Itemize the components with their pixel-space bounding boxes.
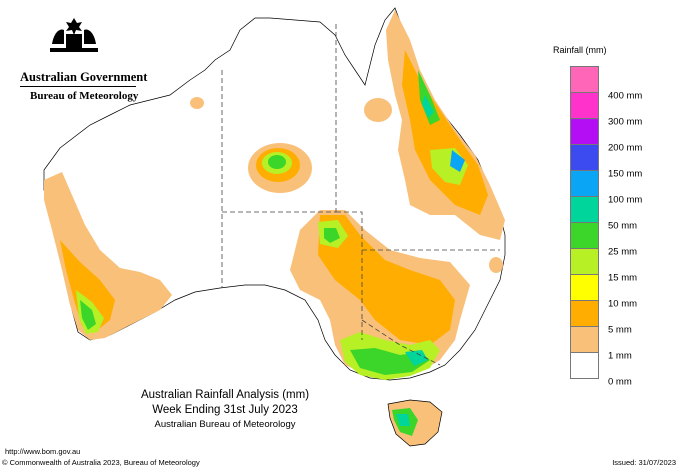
government-name: Australian Government <box>20 70 148 84</box>
rain-zone-tas-100mm <box>396 414 410 426</box>
legend-label: 200 mm <box>608 142 643 154</box>
rain-zone-mackay-50mm <box>450 150 465 172</box>
legend-label: 0 mm <box>608 376 632 388</box>
legend-swatch <box>570 248 599 275</box>
legend-label: 400 mm <box>608 90 643 102</box>
legend-label: 10 mm <box>608 298 638 310</box>
legend-label: 1 mm <box>608 350 632 362</box>
legend-label: 100 mm <box>608 194 643 206</box>
legend-label: 5 mm <box>608 324 632 336</box>
rain-zone-sw-wa-25mm <box>80 300 96 330</box>
legend-swatch <box>570 118 599 145</box>
rain-zone-qld-100mm <box>422 95 434 118</box>
rain-zone-southeast-5mm <box>318 215 455 345</box>
caption-agency: Australian Bureau of Meteorology <box>154 419 296 430</box>
rain-zone-qld-inland <box>364 98 392 122</box>
rain-zone-kimberley <box>190 97 204 109</box>
legend-label: 25 mm <box>608 246 638 258</box>
legend-title: Rainfall (mm) <box>553 45 607 55</box>
copyright-notice: © Commonwealth of Australia 2023, Bureau… <box>2 458 200 467</box>
legend-label: 150 mm <box>608 168 643 180</box>
map-caption: Australian Rainfall Analysis (mm) Week E… <box>130 388 320 431</box>
legend-label: 15 mm <box>608 272 638 284</box>
coat-of-arms-icon <box>50 18 98 52</box>
caption-title: Australian Rainfall Analysis (mm) <box>140 389 310 401</box>
rain-zone-sw-wa-5mm <box>60 240 115 332</box>
rain-zone-vic-50mm <box>405 350 428 366</box>
legend-swatch <box>570 300 599 327</box>
rain-zone-qld-25mm <box>418 70 440 125</box>
state-borders <box>221 24 500 366</box>
issued-date: Issued: 31/07/2023 <box>612 458 676 467</box>
legend-swatch <box>570 352 599 379</box>
bureau-name: Bureau of Meteorology <box>30 90 139 102</box>
legend-label: 50 mm <box>608 220 638 232</box>
legend-swatch <box>570 66 599 93</box>
legend-swatch <box>570 274 599 301</box>
legend-swatch <box>570 170 599 197</box>
legend-label: 300 mm <box>608 116 643 128</box>
caption-period: Week Ending 31st July 2023 <box>152 404 298 416</box>
legend-swatch <box>570 144 599 171</box>
government-logo: Australian Government Bureau of Meteorol… <box>8 10 147 102</box>
legend-swatch <box>570 222 599 249</box>
bom-url: http://www.bom.gov.au <box>5 447 81 456</box>
rain-zone-central-25mm <box>268 155 286 169</box>
legend-swatch <box>570 196 599 223</box>
rain-zone-sa-25mm <box>324 228 340 243</box>
rain-zone-nsw-north <box>489 257 503 273</box>
legend-swatch <box>570 326 599 353</box>
logo-divider <box>20 86 136 87</box>
legend-swatch <box>570 92 599 119</box>
